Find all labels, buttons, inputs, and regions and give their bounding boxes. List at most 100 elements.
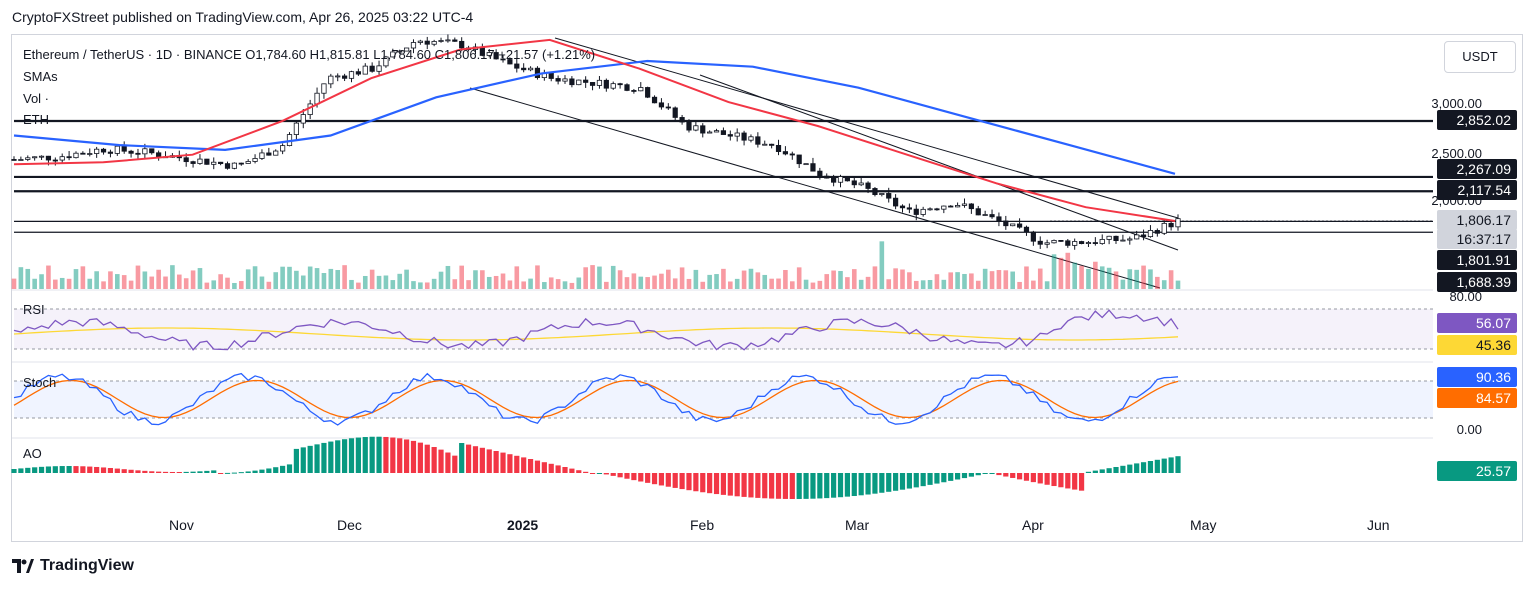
candle-body (293, 122, 299, 135)
volume-bar (941, 279, 947, 289)
candle-body (142, 148, 148, 155)
volume-bar (1024, 266, 1029, 289)
volume-bar (604, 281, 609, 289)
sma-legend[interactable]: SMAs (23, 69, 58, 84)
stoch-k-tag: 90.36 (1437, 367, 1517, 387)
candle-body (149, 148, 155, 154)
ao-bar (1072, 473, 1078, 490)
publisher-line: CryptoFXStreet published on TradingView.… (12, 9, 474, 25)
volume-bar (555, 279, 561, 289)
candle-body (968, 203, 974, 210)
ao-bar (362, 437, 368, 473)
volume-bar (1072, 262, 1077, 289)
candle-body (748, 136, 754, 141)
ao-bar (87, 466, 93, 473)
volume-bar (115, 274, 120, 289)
ao-bar (1023, 473, 1030, 481)
ao-bar (438, 449, 444, 473)
candle-body (796, 154, 802, 165)
ao-bar (424, 444, 430, 473)
ao-bar (211, 470, 217, 473)
candle-body (589, 82, 596, 86)
ao-bar (741, 473, 747, 497)
volume-bar (266, 281, 272, 289)
ao-bar (135, 470, 141, 473)
volume-bar (73, 269, 79, 289)
ao-bar (727, 473, 733, 496)
volume-bar (59, 277, 65, 289)
ao-bar (858, 473, 864, 496)
candle-body (376, 65, 382, 72)
ao-bar (121, 469, 127, 473)
volume-bar (707, 274, 712, 289)
ao-bar (472, 446, 479, 473)
candle-body (975, 208, 981, 216)
candle-body (73, 152, 79, 159)
tradingview-brand-label: TradingView (40, 557, 134, 574)
ao-bar (328, 441, 334, 473)
ao-bar (596, 473, 603, 474)
time-label-dec: Dec (337, 517, 362, 533)
rsi-line (13, 309, 1179, 351)
volume-bar (845, 277, 850, 289)
ao-bar (1051, 473, 1057, 487)
candle-body (913, 208, 919, 215)
volume-bar (1010, 271, 1015, 289)
candle-body (335, 75, 341, 78)
ao-bar (369, 436, 375, 473)
volume-bar (1086, 268, 1091, 289)
volume-bar (996, 270, 1002, 289)
ao-bar (169, 471, 176, 473)
volume-bar (225, 277, 230, 289)
ao-bar (796, 473, 802, 499)
candle-body (1058, 240, 1064, 242)
currency-button[interactable]: USDT (1444, 41, 1516, 73)
candle-body (1175, 218, 1181, 228)
volume-bar (39, 274, 44, 289)
candle-body (569, 78, 575, 86)
volume-bar (32, 278, 37, 289)
price-tick-3000: 3,000.00 (1431, 96, 1482, 111)
ao-bar (94, 466, 100, 473)
candle-body (80, 152, 86, 155)
ao-bar (149, 471, 155, 473)
candle-body (734, 132, 740, 137)
candle-body (906, 207, 912, 210)
ao-bar (555, 465, 561, 473)
candle-body (252, 158, 258, 162)
candle-body (328, 75, 334, 85)
ao-bar (679, 473, 685, 490)
volume-bar (755, 272, 761, 289)
ao-bar (527, 459, 534, 473)
volume-bar (390, 280, 396, 289)
volume-bar (204, 282, 210, 289)
candle-body (390, 51, 396, 58)
ao-bar (1099, 469, 1105, 473)
tradingview-brand[interactable]: TradingView (12, 557, 134, 575)
volume-bar (666, 269, 671, 289)
ao-bar (162, 471, 169, 473)
ao-bar (906, 473, 912, 489)
rsi-tick-80: 80.00 (1449, 289, 1482, 304)
candle-body (156, 152, 162, 158)
volume-bar (287, 266, 292, 289)
volume-bar (975, 280, 981, 289)
candle-body (410, 42, 417, 49)
vol-legend[interactable]: Vol · ETH (23, 91, 50, 127)
ao-bar (114, 468, 120, 473)
ao-bar (541, 462, 547, 473)
volume-bar (156, 269, 161, 289)
channel-lower-line (469, 87, 1161, 289)
volume-bar (1161, 280, 1167, 289)
volume-bar (459, 265, 464, 289)
candle-body (548, 72, 554, 79)
candle-body (576, 79, 582, 86)
volume-bar (721, 268, 726, 289)
ao-bar (465, 444, 472, 473)
volume-bar (1017, 281, 1022, 289)
ao-bar (245, 471, 251, 473)
volume-bar (789, 281, 795, 289)
ao-bar (961, 473, 968, 479)
ao-bar (844, 473, 850, 497)
